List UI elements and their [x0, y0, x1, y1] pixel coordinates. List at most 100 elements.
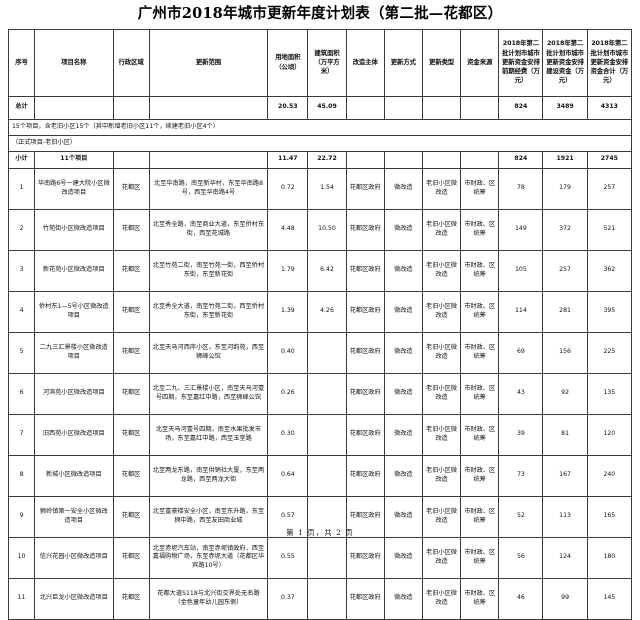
cell-subject: 花都区政府 — [345, 372, 385, 415]
total-name — [34, 95, 114, 120]
cell-type: 老旧小区微改造 — [421, 536, 462, 579]
section-row: （正式项目-老旧小区） — [8, 134, 632, 152]
cell-subject: 花都区政府 — [345, 413, 385, 456]
cell-land: 1.79 — [267, 249, 309, 292]
cell-source: 市财政、区统筹 — [460, 290, 500, 333]
subtotal-source — [460, 150, 500, 169]
cell-seq: 5 — [7, 331, 36, 374]
subtotal-row: 小计 11个项目 11.47 22.72 824 1921 2745 — [7, 150, 633, 169]
cell-build — [307, 536, 347, 579]
cell-subject: 花都区政府 — [345, 536, 385, 579]
subtotal-region — [112, 150, 150, 169]
subtotal-label: 小计 — [7, 150, 36, 169]
subtotal-total: 2745 — [586, 150, 633, 169]
cell-total-funding: 362 — [586, 249, 633, 292]
table-row: 9 狮岭镇第一安全小区微改造项目 花都区 北至富豪楼安全小区，南至东升路，东至狮中路，… — [7, 495, 633, 538]
cell-region: 花都区 — [112, 536, 150, 579]
cell-construction-funding: 99 — [542, 577, 588, 620]
cell-mode: 微改造 — [383, 290, 423, 333]
cell-name: 竹苑街小区微改造项目 — [34, 208, 114, 251]
column-header-construction-funding: 2018年第二批计划市城市更新资金安排建设资金（万元） — [542, 28, 588, 97]
cell-subject: 花都区政府 — [345, 208, 385, 251]
cell-scope: 北至秀全大道，南至竹苑二街，西至侨村东街，东至新花街 — [148, 290, 269, 333]
subtotal-pre: 824 — [498, 150, 544, 169]
cell-type: 老旧小区微改造 — [421, 249, 462, 292]
cell-seq: 3 — [7, 249, 36, 292]
total-mode — [383, 95, 423, 120]
cell-name: 信兴花园小区微改造项目 — [34, 536, 114, 579]
cell-source: 市财政、区统筹 — [460, 167, 500, 210]
subtotal-type — [421, 150, 462, 169]
cell-name: 侨村东1—5号小区微改造项目 — [34, 290, 114, 333]
column-header-type: 更新类型 — [421, 28, 462, 97]
cell-build — [307, 331, 347, 374]
cell-region: 花都区 — [112, 495, 150, 538]
cell-land: 0.55 — [267, 536, 309, 579]
cell-total-funding: 240 — [586, 454, 633, 497]
cell-mode: 微改造 — [383, 454, 423, 497]
cell-source: 市财政、区统筹 — [460, 208, 500, 251]
cell-seq: 8 — [7, 454, 36, 497]
cell-land: 0.40 — [267, 331, 309, 374]
cell-construction-funding: 113 — [542, 495, 588, 538]
total-region — [112, 95, 150, 120]
cell-type: 老旧小区微改造 — [421, 331, 462, 374]
table-row: 6 河滨苑小区微改造项目 花都区 北至二九、三汇景楼小区，南至天马河壹号四期，东至嘉红… — [7, 372, 633, 415]
column-header-region: 行政区域 — [112, 28, 150, 97]
cell-land: 4.48 — [267, 208, 309, 251]
subtotal-mode — [383, 150, 423, 169]
page-title: 广州市2018年城市更新年度计划表（第二批—花都区） — [137, 5, 503, 22]
cell-source: 市财政、区统筹 — [460, 413, 500, 456]
page-footer: 第 1 页，共 2 页 — [286, 528, 354, 537]
cell-land: 0.30 — [267, 413, 309, 456]
cell-seq: 4 — [7, 290, 36, 333]
subtotal-name: 11个项目 — [34, 150, 114, 169]
column-header-scope: 更新范围 — [148, 28, 269, 97]
cell-mode: 微改造 — [383, 577, 423, 620]
total-label: 总计 — [7, 95, 36, 120]
cell-scope: 北至赤坭汽车站，南至赤坭镇政府，西至嘉福购物广场，东至赤坭大道（花都区华宾路10… — [148, 536, 269, 579]
cell-subject: 花都区政府 — [345, 290, 385, 333]
cell-pre-funding: 114 — [498, 290, 544, 333]
cell-construction-funding: 257 — [542, 249, 588, 292]
total-note-row: 15个项目，含老旧小区15个（其中新增老旧小区11个，续建老旧小区4个） — [8, 118, 632, 136]
cell-build: 10.50 — [307, 208, 347, 251]
cell-mode: 微改造 — [383, 249, 423, 292]
section-label: （正式项目-老旧小区） — [8, 134, 632, 152]
cell-source: 市财政、区统筹 — [460, 372, 500, 415]
cell-scope: 北至两龙东路，南至供销社大厦，东至两龙路，西至两龙大街 — [148, 454, 269, 497]
table-header: 序号 项目名称 行政区域 更新范围 用地面积（公顷） 建筑面积（万平方米） 改造… — [7, 28, 633, 97]
total-source — [460, 95, 500, 120]
cell-land: 1.39 — [267, 290, 309, 333]
cell-mode: 微改造 — [383, 331, 423, 374]
cell-pre-funding: 105 — [498, 249, 544, 292]
subtotal-cons: 1921 — [542, 150, 588, 169]
cell-total-funding: 521 — [586, 208, 633, 251]
total-build: 45.09 — [307, 95, 347, 120]
cell-scope: 北至二九、三汇景楼小区，南至天马河壹号四期，东至嘉红中路，西至狮峰公馆 — [148, 372, 269, 415]
cell-total-funding: 120 — [586, 413, 633, 456]
cell-type: 老旧小区微改造 — [421, 372, 462, 415]
cell-scope: 北至竹苑二街，南至竹苑一街，西至侨村东街，东至新花街 — [148, 249, 269, 292]
cell-scope: 北至华南路，南至新华村，东至华南路8号，西至华南路4号 — [148, 167, 269, 210]
cell-scope: 北至富豪楼安全小区，南至东升路，东至狮中路，西至友田商业城 — [148, 495, 269, 538]
cell-mode: 微改造 — [383, 413, 423, 456]
cell-build — [307, 372, 347, 415]
cell-seq: 7 — [7, 413, 36, 456]
document-page: 广州市2018年城市更新年度计划表（第二批—花都区） 序号 项目名称 行政区域 … — [7, 5, 633, 620]
subtotal-land: 11.47 — [267, 150, 309, 169]
cell-pre-funding: 149 — [498, 208, 544, 251]
column-header-seq: 序号 — [7, 28, 36, 97]
cell-total-funding: 135 — [586, 372, 633, 415]
cell-total-funding: 225 — [586, 331, 633, 374]
cell-region: 花都区 — [112, 413, 150, 456]
column-header-build: 建筑面积（万平方米） — [307, 28, 347, 97]
cell-land: 0.37 — [267, 577, 309, 620]
cell-name: 二九三汇景楼小区微改造项目 — [34, 331, 114, 374]
cell-build: 4.26 — [307, 290, 347, 333]
cell-mode: 微改造 — [383, 536, 423, 579]
header-row: 序号 项目名称 行政区域 更新范围 用地面积（公顷） 建筑面积（万平方米） 改造… — [7, 28, 633, 97]
total-row: 总计 20.53 45.09 824 3489 4313 — [7, 95, 633, 120]
cell-subject: 花都区政府 — [345, 249, 385, 292]
cell-total-funding: 145 — [586, 577, 633, 620]
